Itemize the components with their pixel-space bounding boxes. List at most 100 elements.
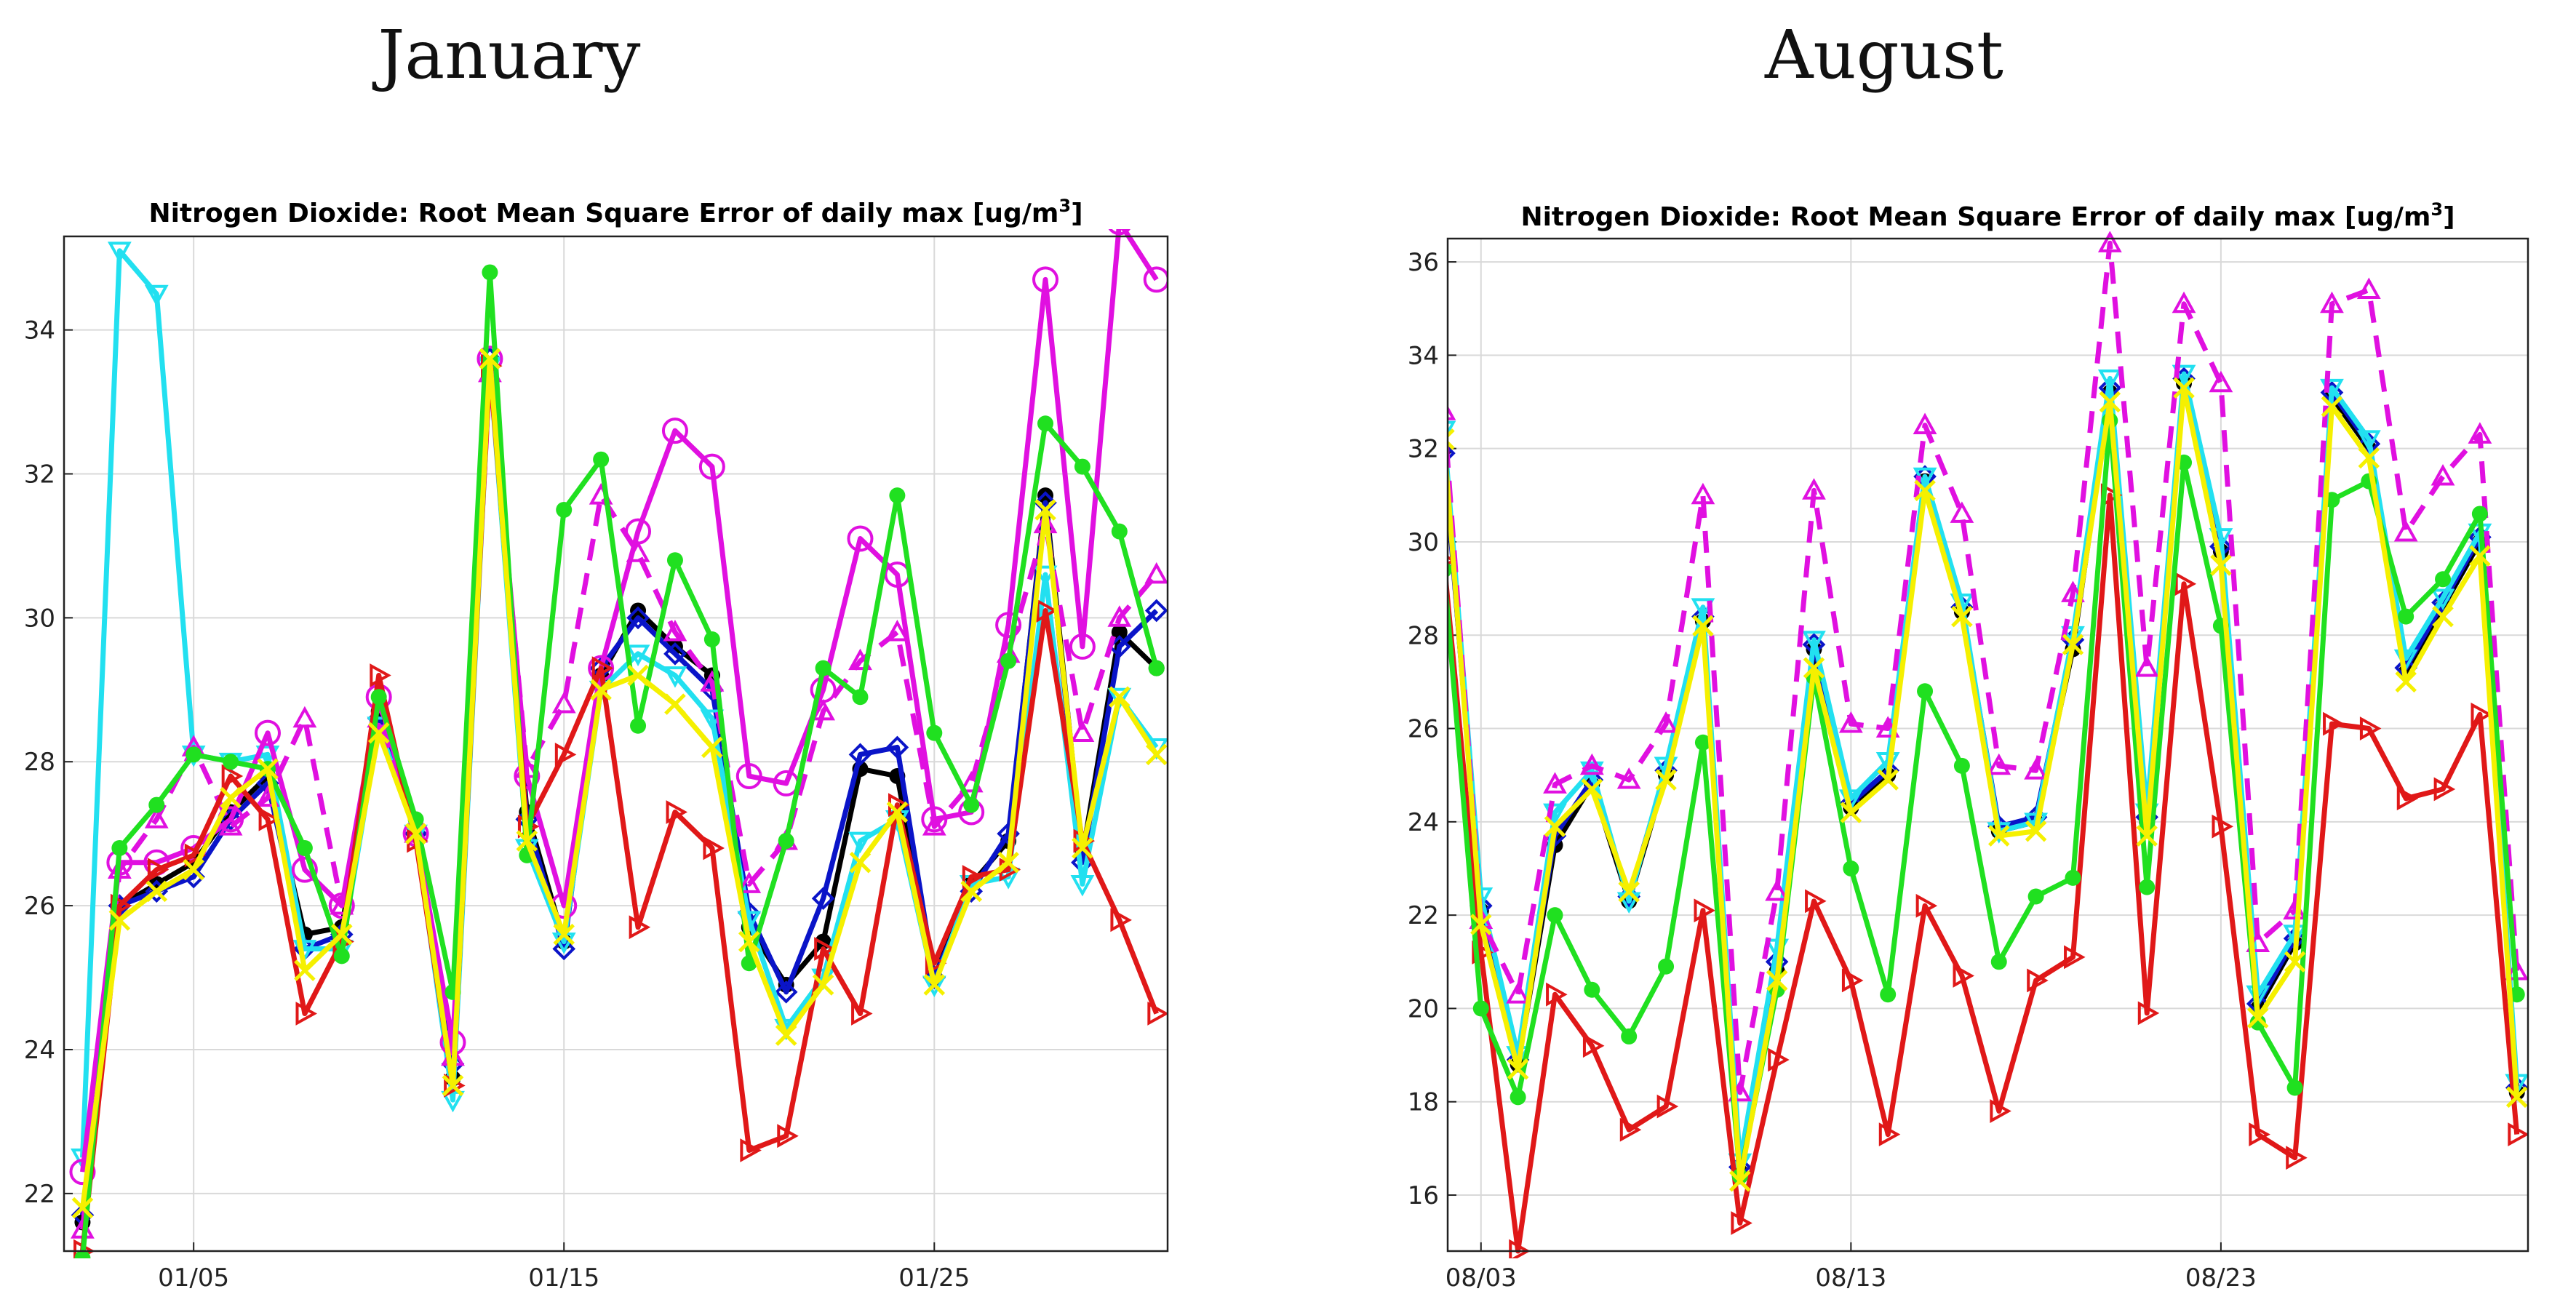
marker-blue [552,937,576,961]
marker-green [630,717,647,734]
marker-yellow [1655,769,1677,791]
marker-red [1731,1211,1752,1235]
y-tick-label: 22 [1408,901,1439,930]
marker-red [2286,1146,2308,1170]
marker-green [593,451,610,468]
series-group [1448,231,2528,1258]
marker-yellow [294,959,316,981]
marker-yellow [257,758,279,780]
marker-yellow [812,974,834,996]
marker-green [1000,652,1017,669]
marker-green [296,839,313,856]
marker-red [1990,1099,2011,1123]
marker-magenta-dashed [2061,580,2085,602]
marker-blue [885,735,909,759]
marker-yellow [849,851,872,874]
y-tick-label: 32 [24,460,55,489]
marker-yellow [997,851,1019,874]
marker-green [1510,1089,1526,1106]
marker-red [295,1002,318,1026]
marker-red [1953,964,1975,988]
marker-red [703,836,725,860]
marker-green [2249,1014,2266,1031]
marker-green [1037,415,1054,432]
marker-yellow [1544,815,1566,838]
x-tick-label: 01/15 [528,1263,599,1293]
marker-yellow [1877,769,1899,791]
marker-yellow [1072,837,1093,859]
marker-green [1990,954,2007,970]
marker-blue [626,606,650,630]
marker-green [2139,879,2156,895]
marker-yellow [2395,671,2417,693]
marker-yellow [183,858,204,881]
marker-red [1036,599,1058,623]
marker-red [1546,982,1568,1007]
y-tick-label: 24 [1408,808,1439,837]
marker-red [2137,1001,2160,1026]
y-tick-label: 34 [1408,341,1439,370]
marker-magenta-solid [661,418,688,444]
marker-green [2508,986,2525,1003]
marker-cyan [2024,812,2049,834]
marker-green [186,746,202,763]
marker-yellow [479,348,501,370]
marker-yellow [367,722,390,744]
marker-magenta-dashed [1950,501,1974,523]
marker-cyan [1107,687,1132,710]
x-tick-label: 08/03 [1445,1263,1517,1293]
series-line-magenta-dashed [80,370,1159,1230]
marker-green [852,689,869,706]
marker-green [74,1250,91,1258]
marker-yellow [1581,778,1603,800]
marker-red [184,843,207,868]
marker-magenta-dashed [2024,758,2049,780]
marker-yellow [2505,1086,2528,1109]
plot-area [1448,239,2528,1251]
marker-black [1111,624,1128,641]
marker-magenta-dashed [1654,711,1678,733]
marker-yellow [1448,428,1455,450]
marker-magenta-solid [847,525,874,552]
panel-heading-august: August [1764,16,2004,94]
marker-yellow [1840,802,1862,823]
y-tick-label: 28 [24,748,55,777]
marker-cyan [2431,588,2455,611]
marker-magenta-dashed [1838,711,1863,733]
marker-red [1805,889,1827,914]
y-tick-label: 30 [24,604,55,633]
marker-magenta-dashed [551,691,576,714]
marker-red [258,807,281,831]
marker-yellow [1470,914,1492,935]
marker-red [1619,1117,1642,1142]
marker-green [1547,907,1563,924]
marker-magenta-dashed [1616,767,1641,789]
marker-magenta-dashed [1802,478,1826,500]
marker-green [556,501,573,518]
marker-magenta-dashed [2393,520,2418,542]
marker-red [2027,968,2049,993]
marker-green [703,631,720,648]
x-tick-label: 01/05 [158,1263,229,1293]
marker-magenta-dashed [626,540,650,562]
marker-magenta-dashed [292,706,317,728]
marker-yellow [664,693,686,715]
marker-green [333,948,350,964]
marker-green [2027,888,2044,905]
marker-magenta-solid [735,763,762,790]
marker-yellow [2358,447,2380,469]
marker-magenta-solid [1108,229,1131,236]
marker-red [666,800,688,824]
marker-yellow [1987,825,2010,847]
marker-yellow [1034,499,1056,521]
marker-green [889,487,906,504]
marker-magenta-dashed [218,814,243,836]
marker-yellow [2173,377,2195,399]
marker-cyan [1448,420,1456,436]
marker-red [147,858,170,882]
marker-magenta-dashed [811,698,835,721]
marker-red [2359,716,2382,740]
marker-yellow [2469,545,2491,567]
marker-red [2323,711,2345,736]
marker-green [778,833,794,850]
